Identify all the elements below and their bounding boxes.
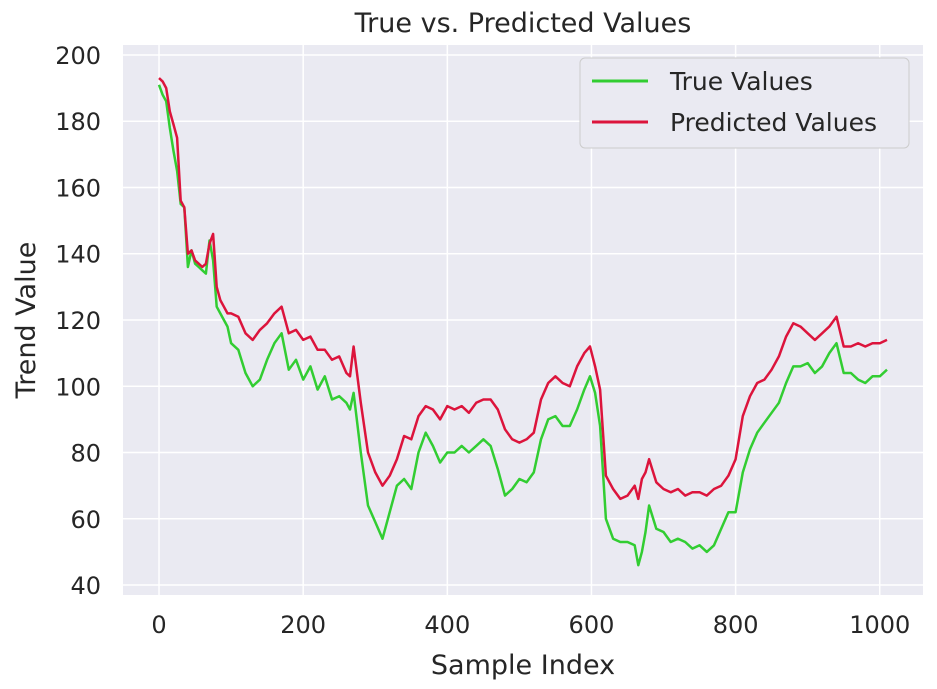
- x-tick-labels: 0 200 400 600 800 1000: [151, 611, 910, 639]
- y-tick-label: 160: [55, 174, 101, 202]
- x-tick-label: 1000: [849, 611, 910, 639]
- y-tick-label: 40: [70, 572, 101, 600]
- y-tick-label: 60: [70, 506, 101, 534]
- x-tick-label: 400: [424, 611, 470, 639]
- y-tick-label: 140: [55, 241, 101, 269]
- x-axis-label: Sample Index: [431, 650, 615, 681]
- series-line-predicted-values: [158, 77, 888, 501]
- y-tick-label: 120: [55, 307, 101, 335]
- y-tick-label: 80: [70, 440, 101, 468]
- x-tick-label: 800: [713, 611, 759, 639]
- y-tick-label: 100: [55, 373, 101, 401]
- grid: [123, 45, 923, 595]
- y-tick-labels: 40 60 80 100 120 140 160 180 200: [55, 42, 101, 600]
- legend-label-true-values: True Values: [669, 67, 813, 96]
- x-tick-label: 0: [151, 611, 166, 639]
- legend-box: [579, 57, 910, 149]
- y-tick-label: 180: [55, 108, 101, 136]
- series-layer: [157, 77, 888, 567]
- series-line-true-values: [157, 84, 888, 567]
- legend: True Values Predicted Values: [579, 57, 910, 149]
- x-tick-label: 200: [280, 611, 326, 639]
- legend-label-predicted-values: Predicted Values: [670, 108, 877, 137]
- chart-title: True vs. Predicted Values: [354, 8, 692, 39]
- y-tick-label: 200: [55, 42, 101, 70]
- y-axis-label: Trend Value: [11, 242, 42, 400]
- x-tick-label: 600: [569, 611, 615, 639]
